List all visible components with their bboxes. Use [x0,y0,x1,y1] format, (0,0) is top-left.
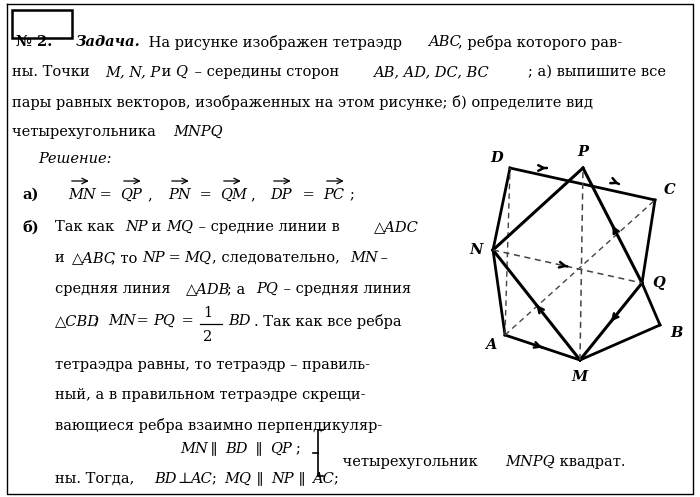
Text: – средняя линия: – средняя линия [279,282,411,296]
Text: ;: ; [334,472,339,486]
Text: MQ: MQ [224,472,251,486]
Text: MN: MN [68,188,96,202]
Text: ABC: ABC [428,35,461,49]
Text: Так как: Так как [55,220,119,234]
Text: Задача.: Задача. [76,35,141,49]
Text: N: N [469,243,483,257]
Text: MQ: MQ [166,220,193,234]
Text: MN: MN [108,314,136,328]
Text: четырехугольник: четырехугольник [338,455,482,469]
Text: =: = [164,251,186,265]
Text: P: P [578,145,589,159]
Text: ; а) выпишите все: ; а) выпишите все [528,65,666,79]
Text: 2: 2 [203,330,212,344]
Text: PQ: PQ [153,314,175,328]
Text: △ABC: △ABC [72,251,116,265]
Text: PN: PN [168,188,190,202]
Text: =: = [177,314,198,328]
Text: AB, AD, DC, BC: AB, AD, DC, BC [373,65,489,79]
Text: пары равных векторов, изображенных на этом рисунке; б) определите вид: пары равных векторов, изображенных на эт… [12,95,593,110]
Text: ный, а в правильном тетраэдре скрещи-: ный, а в правильном тетраэдре скрещи- [55,388,365,402]
Text: QP: QP [270,442,292,456]
Text: Q: Q [652,276,666,290]
Text: BD: BD [225,442,248,456]
Text: средняя линия: средняя линия [55,282,175,296]
Text: ∥: ∥ [294,472,310,486]
Text: =: = [95,188,116,202]
Text: PQ: PQ [256,282,278,296]
Text: Q: Q [175,65,187,79]
Text: ;: ; [94,314,104,328]
Text: =: = [132,314,153,328]
Text: ; а: ; а [227,282,250,296]
Text: D: D [491,151,503,165]
Text: BD: BD [228,314,251,328]
Text: , следовательно,: , следовательно, [212,251,344,265]
Text: – квадрат.: – квадрат. [543,455,626,469]
Text: C: C [664,183,676,197]
Text: △CBD: △CBD [55,314,100,328]
Text: а): а) [22,188,38,202]
Text: B: B [671,326,683,340]
Text: =: = [298,188,319,202]
Text: – средние линии в: – средние линии в [194,220,344,234]
Text: QP: QP [120,188,142,202]
Text: На рисунке изображен тетраэдр: На рисунке изображен тетраэдр [144,35,407,50]
Text: ,: , [147,188,152,202]
Text: MNPQ: MNPQ [505,455,554,469]
Text: NP: NP [142,251,164,265]
Text: тетраэдра равны, то тетраэдр – правиль-: тетраэдра равны, то тетраэдр – правиль- [55,358,370,372]
Text: б): б) [22,220,38,235]
Text: –: – [376,251,388,265]
Text: M: M [572,370,588,384]
Text: BD: BD [154,472,176,486]
Text: M, N, P: M, N, P [105,65,160,79]
Text: . Так как все ребра: . Так как все ребра [254,314,402,329]
Text: =: = [195,188,216,202]
Text: MN: MN [180,442,208,456]
Text: ;: ; [212,472,221,486]
Text: ⊥: ⊥ [177,472,190,486]
Text: AC: AC [190,472,212,486]
Text: NP: NP [271,472,293,486]
Text: ;: ; [350,188,355,202]
Text: ны. Точки: ны. Точки [12,65,95,79]
Text: ;: ; [296,442,301,456]
Text: и: и [157,65,176,79]
Text: NP: NP [125,220,148,234]
Text: 1: 1 [203,306,212,320]
Text: и: и [147,220,166,234]
Text: A: A [485,338,497,352]
Text: ∥: ∥ [252,472,268,486]
Text: Решение:: Решение: [38,152,111,166]
Text: и: и [55,251,69,265]
Text: ,: , [250,188,255,202]
Text: , то: , то [111,251,142,265]
Text: MQ: MQ [184,251,211,265]
Text: четырехугольника: четырехугольника [12,125,160,139]
Text: MN: MN [350,251,378,265]
Text: AC: AC [312,472,334,486]
Text: DP: DP [270,188,292,202]
Text: – середины сторон: – середины сторон [190,65,344,79]
Text: △ADB: △ADB [186,282,230,296]
Text: QM: QM [220,188,247,202]
Text: △ADC: △ADC [374,220,419,234]
Text: ны. Тогда,: ны. Тогда, [55,472,139,486]
Text: ∥: ∥ [206,442,222,456]
Text: .: . [213,125,218,139]
Text: MNPQ: MNPQ [173,125,223,139]
Text: вающиеся ребра взаимно перпендикуляр-: вающиеся ребра взаимно перпендикуляр- [55,418,382,433]
Text: PC: PC [323,188,344,202]
Text: № 2.: № 2. [15,35,52,49]
Bar [12,10,72,38]
Text: ∥: ∥ [251,442,267,456]
Text: , ребра которого рав-: , ребра которого рав- [458,35,622,50]
